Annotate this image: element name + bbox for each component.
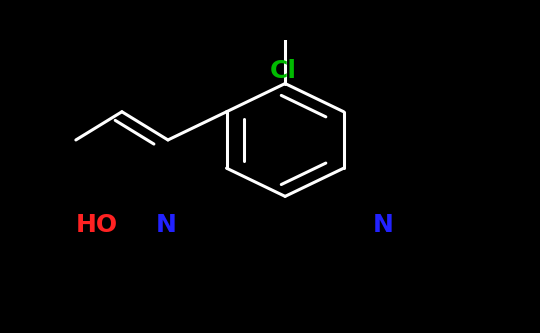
Text: Cl: Cl <box>269 59 296 83</box>
Text: N: N <box>156 212 176 236</box>
Text: HO: HO <box>76 212 118 236</box>
Text: N: N <box>373 212 394 236</box>
